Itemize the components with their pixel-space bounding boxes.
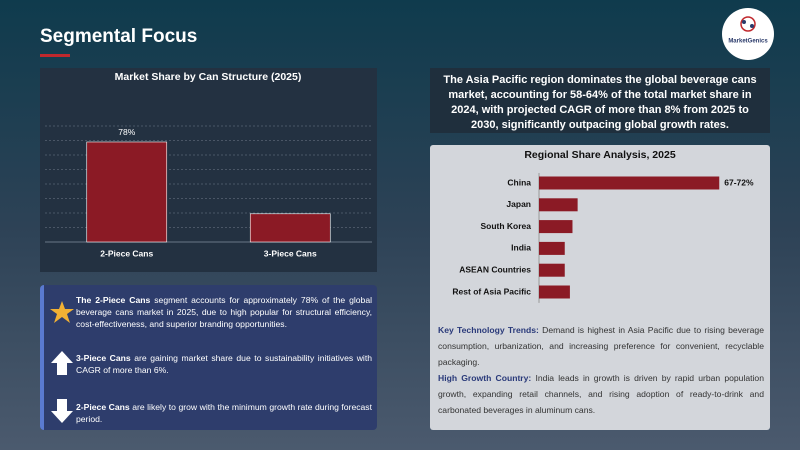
- y-tick-label: Rest of Asia Pacific: [452, 286, 531, 296]
- bullet-lead: 2-Piece Cans: [76, 402, 130, 412]
- bullet-text: segment accounts for approximately 78% o…: [76, 295, 373, 329]
- note-lead: High Growth Country:: [438, 373, 532, 383]
- value-label: 78%: [118, 127, 135, 137]
- bullet-text: are likely to grow with the minimum grow…: [76, 402, 372, 424]
- logo-text: MarketGenics: [728, 39, 768, 45]
- note-text: India leads in growth is driven by rapid…: [438, 373, 764, 415]
- bullet: 3-Piece Cans are gaining market share du…: [76, 352, 372, 376]
- bullet-panel: The 2-Piece Cans segment accounts for ap…: [40, 285, 377, 430]
- up-arrow-icon: [51, 351, 73, 375]
- chart-panel: Market Share by Can Structure (2025) 2-Pi…: [40, 68, 377, 272]
- logo-icon: MarketGenics: [728, 16, 768, 45]
- chart-title: Regional Share Analysis, 2025: [524, 149, 676, 161]
- star-icon: [50, 301, 74, 323]
- note-lead: Key Technology Trends:: [438, 325, 539, 335]
- value-label: 67-72%: [724, 177, 754, 187]
- note: Key Technology Trends: Demand is highest…: [438, 322, 764, 370]
- y-tick-label: ASEAN Countries: [459, 264, 531, 274]
- bar: [539, 241, 565, 255]
- bar: [539, 220, 573, 234]
- highlight-box: The Asia Pacific region dominates the gl…: [430, 68, 770, 133]
- title-underline: [40, 54, 70, 57]
- bar: [539, 285, 570, 299]
- bullet: The 2-Piece Cans segment accounts for ap…: [76, 294, 372, 330]
- bar: [249, 213, 331, 243]
- bullet-text: are gaining market share due to sustaina…: [76, 353, 372, 375]
- chart-title: Market Share by Can Structure (2025): [115, 71, 302, 83]
- y-tick-label: Japan: [506, 199, 531, 209]
- note: High Growth Country: India leads in grow…: [438, 370, 764, 418]
- bar: [86, 141, 168, 243]
- slide-title: Segmental Focus: [40, 26, 198, 47]
- bar: [539, 263, 565, 277]
- bar: [539, 198, 578, 212]
- bullet-lead: 3-Piece Cans: [76, 353, 131, 363]
- y-tick-label: India: [511, 243, 531, 253]
- hbar-chart: Regional Share Analysis, 2025 China 67-72%…: [452, 149, 754, 303]
- y-tick-label: South Korea: [480, 221, 531, 231]
- y-tick-label: China: [507, 177, 531, 187]
- region-panel: Regional Share Analysis, 2025 China 67-72%…: [430, 145, 770, 430]
- logo: MarketGenics: [722, 8, 774, 60]
- bar: [539, 176, 720, 190]
- notes: Key Technology Trends: Demand is highest…: [438, 322, 764, 418]
- note-text: Demand is highest in Asia Pacific due to…: [438, 325, 764, 367]
- bullet-lead: The 2-Piece Cans: [76, 295, 151, 305]
- bullet: 2-Piece Cans are likely to grow with the…: [76, 401, 372, 425]
- bar-chart: Market Share by Can Structure (2025) 2-Pi…: [45, 71, 372, 258]
- down-arrow-icon: [51, 399, 73, 423]
- bullet-icons: [50, 301, 74, 423]
- x-tick-label: 2-Piece Cans: [100, 248, 153, 258]
- x-tick-label: 3-Piece Cans: [264, 248, 317, 258]
